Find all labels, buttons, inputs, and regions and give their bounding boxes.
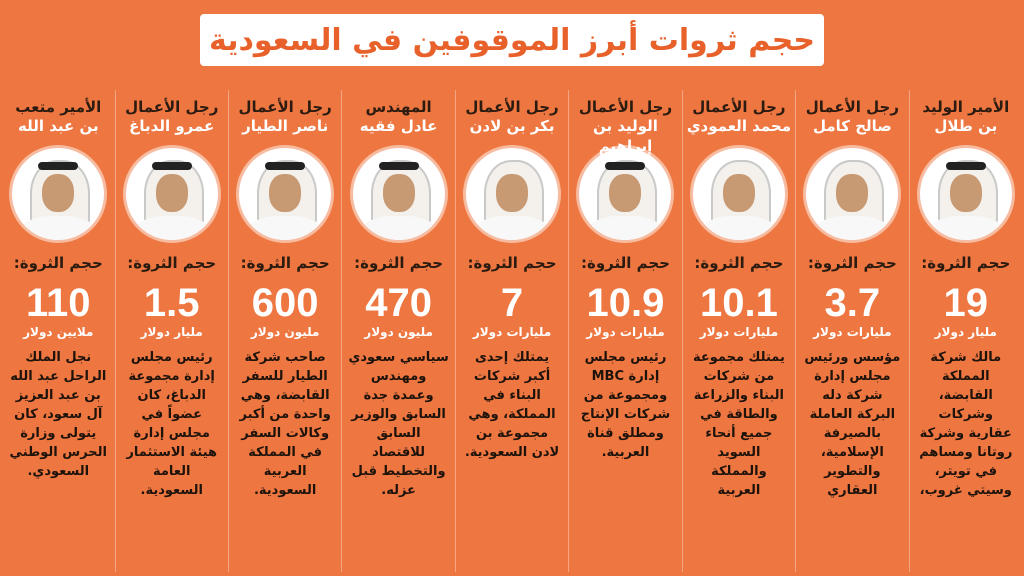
person-photo (466, 148, 559, 240)
person-name: الوليد بن إبراهيم (592, 117, 658, 155)
person-photo (806, 148, 899, 240)
wealth-unit: مليون دولار (250, 325, 320, 339)
person-role: رجل الأعمال (578, 98, 673, 116)
person-role: رجل الأعمال (125, 98, 219, 116)
person-photo (352, 148, 445, 240)
person-role: المهندس (365, 98, 432, 116)
page-title: حجم ثروات أبرز الموقوفين في السعودية (209, 22, 815, 58)
person-role: رجل الأعمال (238, 98, 332, 116)
wealth-unit: مليار دولار (934, 325, 997, 339)
wealth-unit: مليار دولار (140, 325, 203, 339)
wealth-unit: مليارات دولار (586, 325, 665, 339)
wealth-amount: 7 (500, 281, 524, 325)
wealth-amount: 3.7 (824, 281, 881, 325)
people-grid: الأمير الوليد بن طلال حجم الثروة: 19 ملي… (2, 90, 1022, 572)
wealth-unit: مليون دولار (364, 325, 433, 339)
wealth-label: حجم الثروة: (467, 254, 557, 272)
person-name: عمرو الدباغ (129, 117, 215, 135)
person-name: بن طلال (934, 117, 998, 135)
wealth-amount: 19 (943, 281, 989, 325)
wealth-label: حجم الثروة: (807, 254, 897, 272)
wealth-amount: 470 (365, 281, 432, 325)
wealth-label: حجم الثروة: (127, 254, 217, 272)
person-role: رجل الأعمال (692, 98, 786, 116)
person-card: رجل الأعمال صالح كامل حجم الثروة: 3.7 مل… (795, 90, 908, 572)
wealth-label: حجم الثروة: (694, 254, 784, 272)
wealth-amount: 10.9 (586, 281, 665, 325)
wealth-unit: مليارات دولار (813, 325, 892, 339)
wealth-amount: 10.1 (699, 281, 778, 325)
person-card: رجل الأعمال عمرو الدباغ حجم الثروة: 1.5 … (114, 90, 228, 572)
person-description: رئيس مجلس إدارة MBC ومجموعة من شركات الإ… (580, 350, 671, 460)
wealth-label: حجم الثروة: (13, 254, 103, 272)
person-photo (919, 148, 1012, 240)
person-name: بن عبد الله (17, 117, 99, 135)
person-description: يمتلك مجموعة من شركات البناء والزراعة وا… (692, 350, 785, 498)
wealth-amount: 1.5 (143, 281, 200, 325)
person-card: رجل الأعمال بكر بن لادن حجم الثروة: 7 مل… (454, 90, 568, 572)
person-description: يمتلك إحدى أكبر شركات البناء في المملكة،… (464, 350, 560, 460)
person-photo (239, 148, 332, 240)
wealth-label: حجم الثروة: (240, 254, 330, 272)
person-photo (579, 148, 672, 240)
person-name: عادل فقيه (359, 117, 438, 135)
person-role: الأمير متعب (15, 98, 102, 116)
person-photo (692, 148, 785, 240)
person-description: مالك شركة المملكة القابضة، وشركات عقارية… (919, 350, 1013, 498)
title-banner: حجم ثروات أبرز الموقوفين في السعودية (200, 14, 824, 66)
person-name: محمد العمودي (686, 117, 791, 135)
person-name: بكر بن لادن (469, 117, 555, 135)
wealth-label: حجم الثروة: (354, 254, 444, 272)
person-role: الأمير الوليد (922, 98, 1010, 116)
person-name: ناصر الطيار (242, 117, 329, 135)
wealth-amount: 110 (26, 281, 91, 325)
person-card: رجل الأعمال محمد العمودي حجم الثروة: 10.… (681, 90, 795, 572)
person-card: الأمير متعب بن عبد الله حجم الثروة: 110 … (2, 90, 114, 572)
person-description: مؤسس ورئيس مجلس إدارة شركة دله البركة ال… (804, 350, 901, 498)
person-description: سياسي سعودي ومهندس وعمدة جدة السابق والو… (348, 350, 449, 498)
wealth-unit: مليارات دولار (699, 325, 779, 339)
person-photo (125, 148, 218, 240)
person-description: نجل الملك الراحل عبد الله بن عبد العزيز … (9, 350, 107, 479)
person-card: رجل الأعمال الوليد بن إبراهيم حجم الثروة… (568, 90, 681, 572)
wealth-unit: مليارات دولار (472, 325, 552, 339)
wealth-label: حجم الثروة: (921, 254, 1011, 272)
person-card: المهندس عادل فقيه حجم الثروة: 470 مليون … (341, 90, 454, 572)
wealth-amount: 600 (251, 281, 319, 325)
person-photo (12, 148, 105, 240)
wealth-unit: ملايين دولار (23, 325, 94, 339)
person-role: رجل الأعمال (465, 98, 559, 116)
person-name: صالح كامل (812, 117, 892, 135)
person-description: صاحب شركة الطيار للسفر القابضة، وهي واحد… (239, 350, 331, 498)
person-description: رئيس مجلس إدارة مجموعة الدباغ، كان عضواً… (126, 350, 218, 498)
person-card: الأمير الوليد بن طلال حجم الثروة: 19 ملي… (908, 90, 1022, 572)
person-role: رجل الأعمال (805, 98, 900, 116)
wealth-label: حجم الثروة: (580, 254, 670, 272)
person-card: رجل الأعمال ناصر الطيار حجم الثروة: 600 … (227, 90, 341, 572)
